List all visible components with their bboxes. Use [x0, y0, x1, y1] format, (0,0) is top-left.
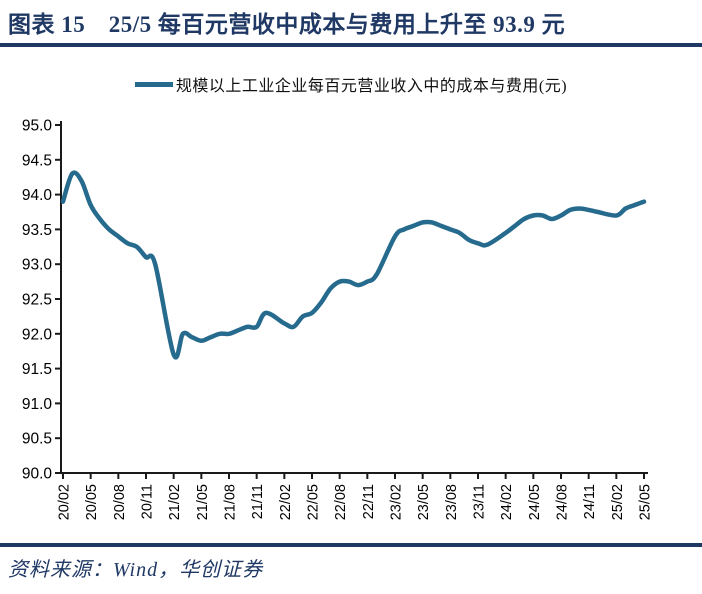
x-tick-label: 25/05 [638, 484, 654, 520]
y-tick-label: 91.5 [22, 361, 52, 378]
y-tick-label: 94.0 [22, 187, 53, 204]
x-tick-label: 20/05 [84, 484, 100, 520]
y-tick-label: 90.0 [22, 466, 53, 483]
chart-area: 95.0 94.5 94.0 93.5 93.0 92.5 92.0 91.5 91.0 90.5… [0, 100, 702, 540]
y-tick-label: 94.5 [22, 152, 52, 169]
legend-line-marker-icon [134, 81, 173, 87]
title-divider [0, 43, 702, 47]
x-tick-label: 23/11 [472, 484, 488, 519]
y-tick-label: 91.0 [22, 396, 53, 413]
x-tick-label: 22/05 [306, 484, 322, 520]
x-tick-label: 23/05 [416, 484, 432, 520]
legend-series-label: 规模以上工业企业每百元营业收入中的成本与费用(元) [175, 78, 568, 95]
line-chart-svg: 95.0 94.5 94.0 93.5 93.0 92.5 92.0 91.5 91.0 90.5… [22, 118, 654, 521]
x-tick-label: 23/02 [389, 484, 405, 520]
x-tick-label: 24/05 [527, 484, 543, 520]
y-tick-label: 90.5 [22, 431, 52, 448]
x-tick-label: 20/11 [140, 484, 156, 519]
cost-expense-line [60, 170, 647, 360]
source-note: 资料来源：Wind，华创证券 [8, 559, 264, 581]
x-tick-label: 24/08 [555, 484, 571, 520]
x-tick-label: 25/02 [610, 484, 626, 520]
figure-title: 图表 15 25/5 每百元营收中成本与费用上升至 93.9 元 [8, 12, 566, 37]
x-tick-label: 24/11 [582, 484, 598, 519]
y-tick-label: 92.0 [22, 326, 53, 343]
y-tick-label: 93.5 [22, 222, 52, 239]
x-tick-label: 20/08 [112, 484, 128, 520]
x-tick-label: 22/11 [361, 484, 377, 519]
x-tick-label: 20/02 [57, 484, 73, 520]
x-tick-label: 22/08 [333, 484, 349, 520]
x-tick-label: 24/02 [499, 484, 515, 520]
x-tick-label: 22/02 [278, 484, 294, 520]
x-tick-label: 21/08 [223, 484, 239, 520]
x-tick-label: 23/08 [444, 484, 460, 520]
x-tick-label: 21/02 [167, 484, 183, 520]
y-tick-label: 92.5 [22, 292, 52, 309]
y-tick-label: 95.0 [22, 118, 53, 135]
x-tick-label: 21/11 [250, 484, 266, 519]
x-tick-label: 21/05 [195, 484, 211, 520]
footer-divider [0, 543, 702, 547]
y-tick-label: 93.0 [22, 257, 53, 274]
chart-legend: 规模以上工业企业每百元营业收入中的成本与费用(元) [0, 72, 702, 96]
